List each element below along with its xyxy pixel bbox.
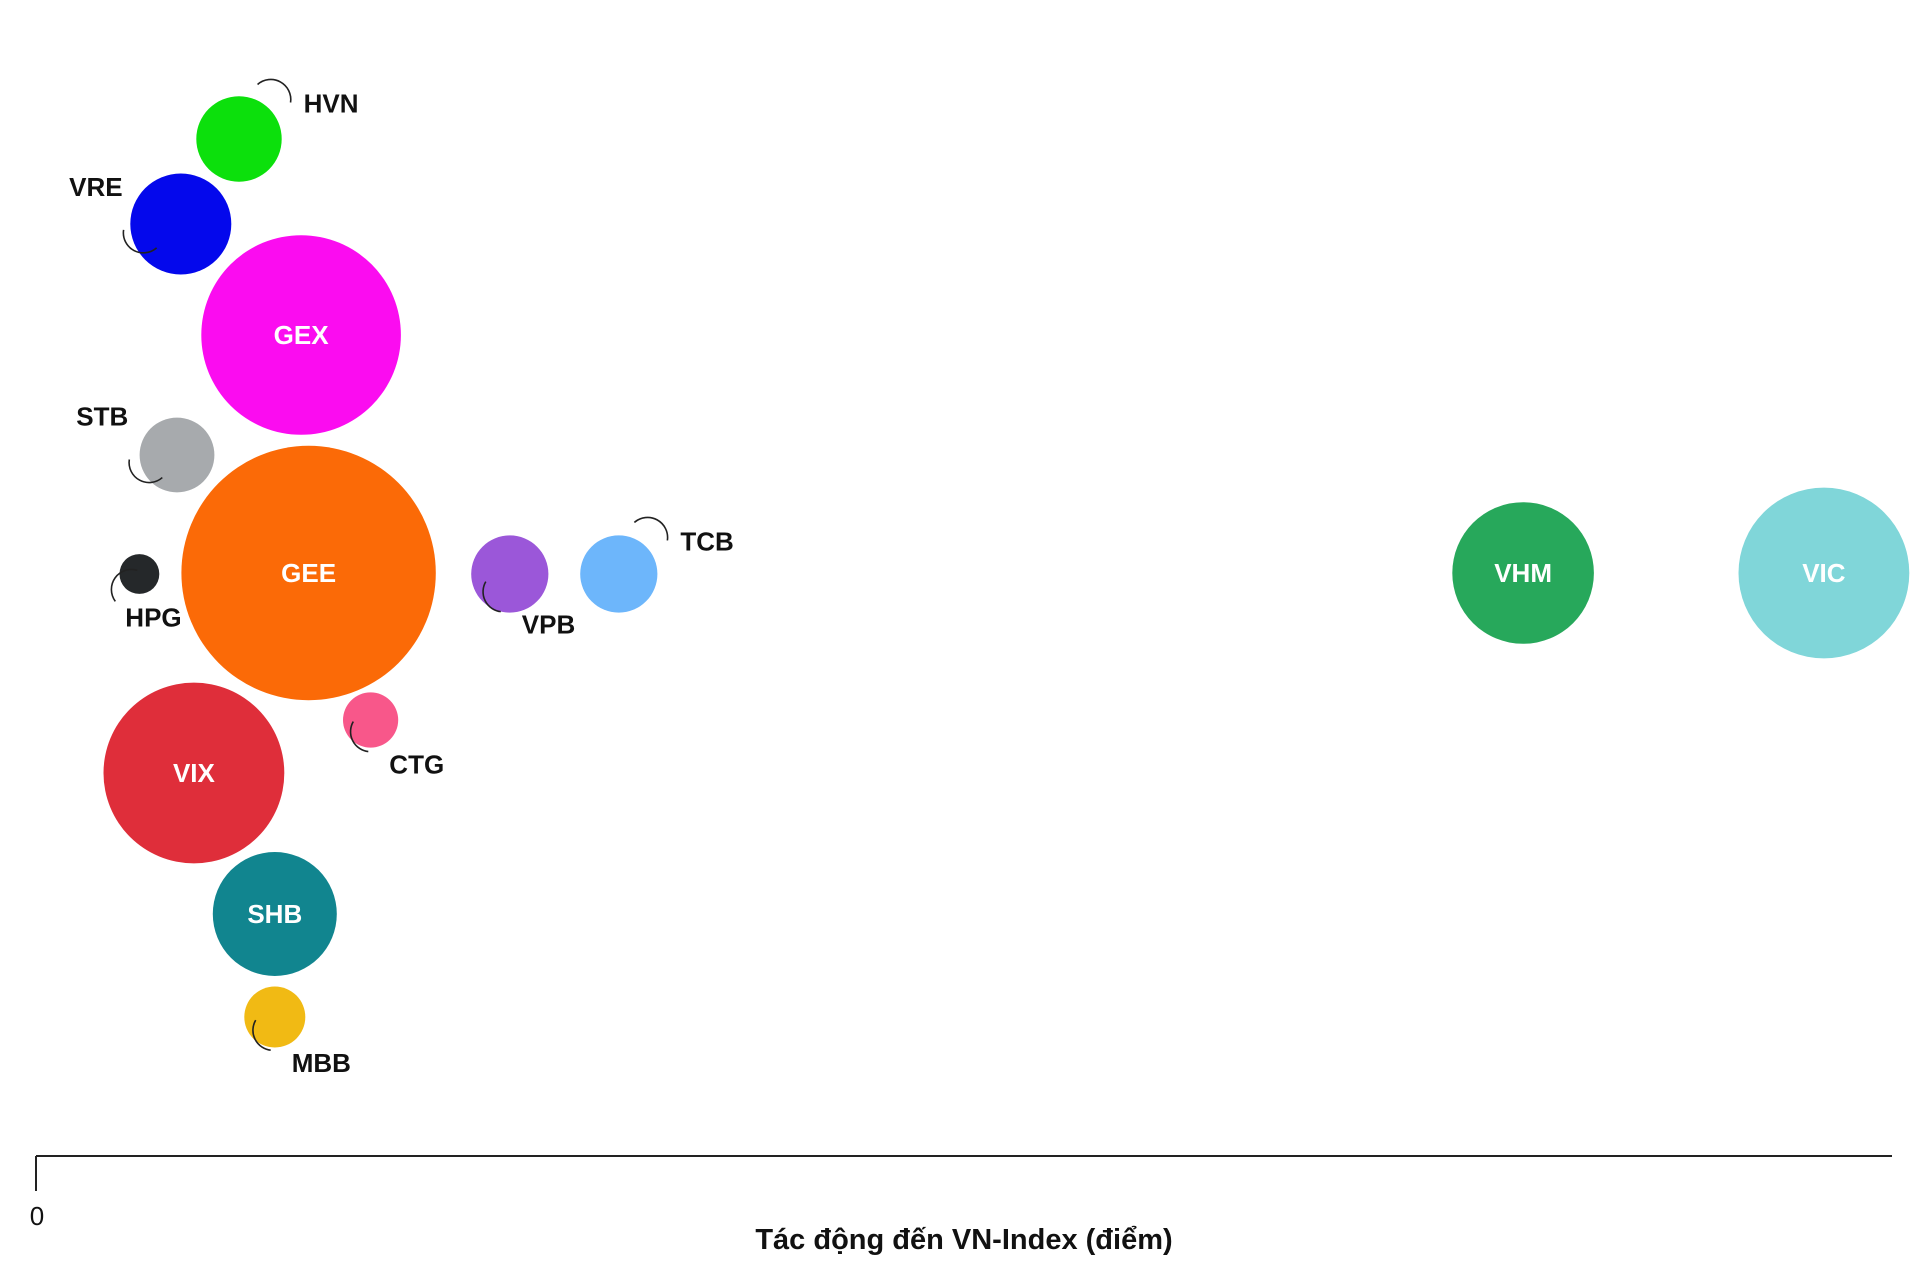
bubble-leader-mbb xyxy=(252,1019,271,1051)
bubble-label-vhm: VHM xyxy=(1494,558,1552,588)
bubble-circle-vhm xyxy=(1452,502,1594,644)
bubble-tcb: TCB xyxy=(580,516,734,613)
bubble-label-stb: STB xyxy=(76,402,128,432)
bubble-label-tcb: TCB xyxy=(680,526,733,556)
bubble-leader-ctg xyxy=(349,721,369,753)
bubble-circle-gex xyxy=(201,235,401,435)
bubble-circle-hvn xyxy=(196,96,282,182)
bubble-circle-stb xyxy=(139,417,215,493)
bubble-circle-ctg xyxy=(343,692,399,748)
x-tick-label-0: 0 xyxy=(30,1201,44,1231)
bubble-label-gee: GEE xyxy=(281,558,336,588)
bubble-label-vic: VIC xyxy=(1802,558,1846,588)
bubble-label-hpg: HPG xyxy=(125,602,181,632)
bubble-vic: VIC xyxy=(1738,487,1910,659)
bubble-circle-hpg xyxy=(119,554,160,594)
bubble-circle-vre xyxy=(130,173,232,275)
bubble-label-vpb: VPB xyxy=(522,610,575,640)
bubble-leader-stb xyxy=(128,459,163,484)
bubble-shb: SHB xyxy=(212,852,337,976)
bubble-vix: VIX xyxy=(103,682,285,864)
bubble-vpb: VPB xyxy=(471,535,575,640)
bubble-mbb: MBB xyxy=(244,986,351,1078)
bubble-leader-hpg xyxy=(110,568,138,602)
bubble-label-hvn: HVN xyxy=(304,89,359,119)
bubble-gee: GEE xyxy=(181,445,436,701)
bubble-circle-vpb xyxy=(471,535,549,613)
bubble-label-vix: VIX xyxy=(173,758,216,788)
bubble-vre: VRE xyxy=(69,172,232,275)
bubble-circle-vic xyxy=(1738,487,1910,659)
bubble-circle-tcb xyxy=(580,535,658,613)
bubble-stb: STB xyxy=(76,402,215,493)
bubble-label-shb: SHB xyxy=(247,899,302,929)
bubble-circle-shb xyxy=(212,852,337,976)
bubble-label-ctg: CTG xyxy=(389,750,444,780)
bubble-hvn: HVN xyxy=(196,78,359,182)
bubble-circle-vix xyxy=(103,682,285,864)
bubble-label-gex: GEX xyxy=(274,320,330,350)
bubble-circle-mbb xyxy=(244,986,306,1048)
bubble-hpg: HPG xyxy=(110,554,182,632)
x-axis: 0 Tác động đến VN-Index (điểm) xyxy=(30,1155,1892,1256)
bubble-leader-hvn xyxy=(257,78,292,103)
bubble-leader-vpb xyxy=(482,581,501,613)
bubble-label-mbb: MBB xyxy=(292,1048,351,1078)
bubble-ctg: CTG xyxy=(343,692,444,780)
bubble-label-vre: VRE xyxy=(69,172,122,202)
bubble-leader-vre xyxy=(122,229,158,254)
bubble-leader-tcb xyxy=(633,516,669,541)
bubble-gex: GEX xyxy=(201,235,401,435)
bubbles-layer: VIC VHM GEE GEX VIX SHB VRE HVN STB HPG VPB TCB CTG M… xyxy=(69,78,1910,1078)
bubble-circle-gee xyxy=(181,445,436,701)
x-axis-title: Tác động đến VN-Index (điểm) xyxy=(755,1224,1172,1256)
bubble-vhm: VHM xyxy=(1452,502,1594,644)
